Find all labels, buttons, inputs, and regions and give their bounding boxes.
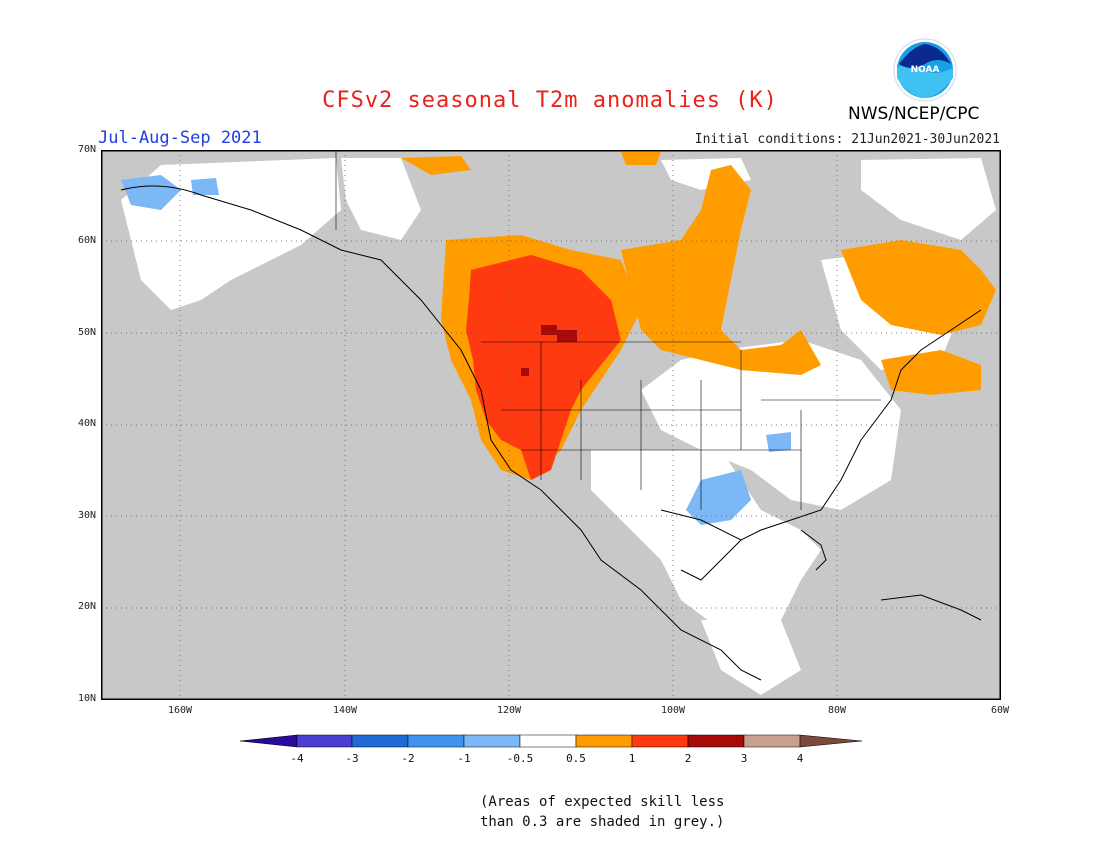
lon-label-60w: 60W	[990, 705, 1010, 716]
lon-label-80w: 80W	[827, 705, 847, 716]
lon-label-160w: 160W	[167, 705, 193, 716]
cb-label-4: 4	[796, 752, 804, 765]
initial-conditions-label: Initial conditions: 21Jun2021-30Jun2021	[694, 132, 1000, 147]
anomaly-map	[101, 150, 1001, 700]
cb-segment-gt-4	[799, 734, 862, 748]
color-legend	[240, 734, 862, 748]
map-canvas	[101, 150, 1001, 700]
cb-segment-normal	[519, 734, 577, 748]
cb-segment-2-3	[687, 734, 745, 748]
lon-label-140w: 140W	[332, 705, 358, 716]
graticule	[101, 150, 1001, 700]
lat-label-40n: 40N	[77, 418, 96, 429]
cb-label-neg1: -1	[457, 752, 471, 765]
skill-note-line-1: (Areas of expected skill less	[480, 794, 725, 810]
lat-label-30n: 30N	[77, 510, 96, 521]
coastlines	[120, 185, 982, 681]
cb-segment-1-05	[463, 734, 521, 748]
below-normal-areas	[121, 175, 791, 525]
cb-segment-3-2	[351, 734, 409, 748]
lon-label-120w: 120W	[496, 705, 522, 716]
logo-text: NOAA	[911, 65, 940, 75]
cb-label-2: 2	[684, 752, 692, 765]
season-label: Jul-Aug-Sep 2021	[98, 128, 262, 148]
cb-label-1: 1	[628, 752, 636, 765]
cb-segment-lt-4	[240, 734, 298, 748]
cb-label-neg3: -3	[345, 752, 359, 765]
lat-label-20n: 20N	[77, 601, 96, 612]
skill-note-line-2: than 0.3 are shaded in grey.)	[480, 814, 725, 830]
cb-label-3: 3	[740, 752, 748, 765]
cb-segment-4-3	[296, 734, 353, 748]
near-normal-areas	[121, 158, 996, 695]
lat-label-70n: 70N	[77, 144, 96, 155]
cb-segment-05-1	[575, 734, 633, 748]
map-frame	[101, 150, 1001, 700]
lon-label-100w: 100W	[660, 705, 686, 716]
political-borders	[335, 150, 881, 510]
lat-label-10n: 10N	[77, 693, 96, 704]
cb-segment-1-2	[631, 734, 689, 748]
cb-label-neg2: -2	[401, 752, 415, 765]
map-title: CFSv2 seasonal T2m anomalies (K)	[322, 88, 778, 113]
lat-label-60n: 60N	[77, 235, 96, 246]
cb-segment-3-4	[743, 734, 801, 748]
noaa-logo-icon: NOAA	[893, 38, 957, 102]
anomaly-1-2-areas	[466, 255, 621, 480]
cb-label-neg05: -0.5	[506, 752, 534, 765]
cb-label-05: 0.5	[566, 752, 586, 765]
lat-label-50n: 50N	[77, 327, 96, 338]
cb-label-neg4: -4	[290, 752, 304, 765]
skill-note: (Areas of expected skill less than 0.3 a…	[480, 792, 724, 832]
cb-segment-2-1	[407, 734, 465, 748]
org-label: NWS/NCEP/CPC	[848, 104, 980, 124]
